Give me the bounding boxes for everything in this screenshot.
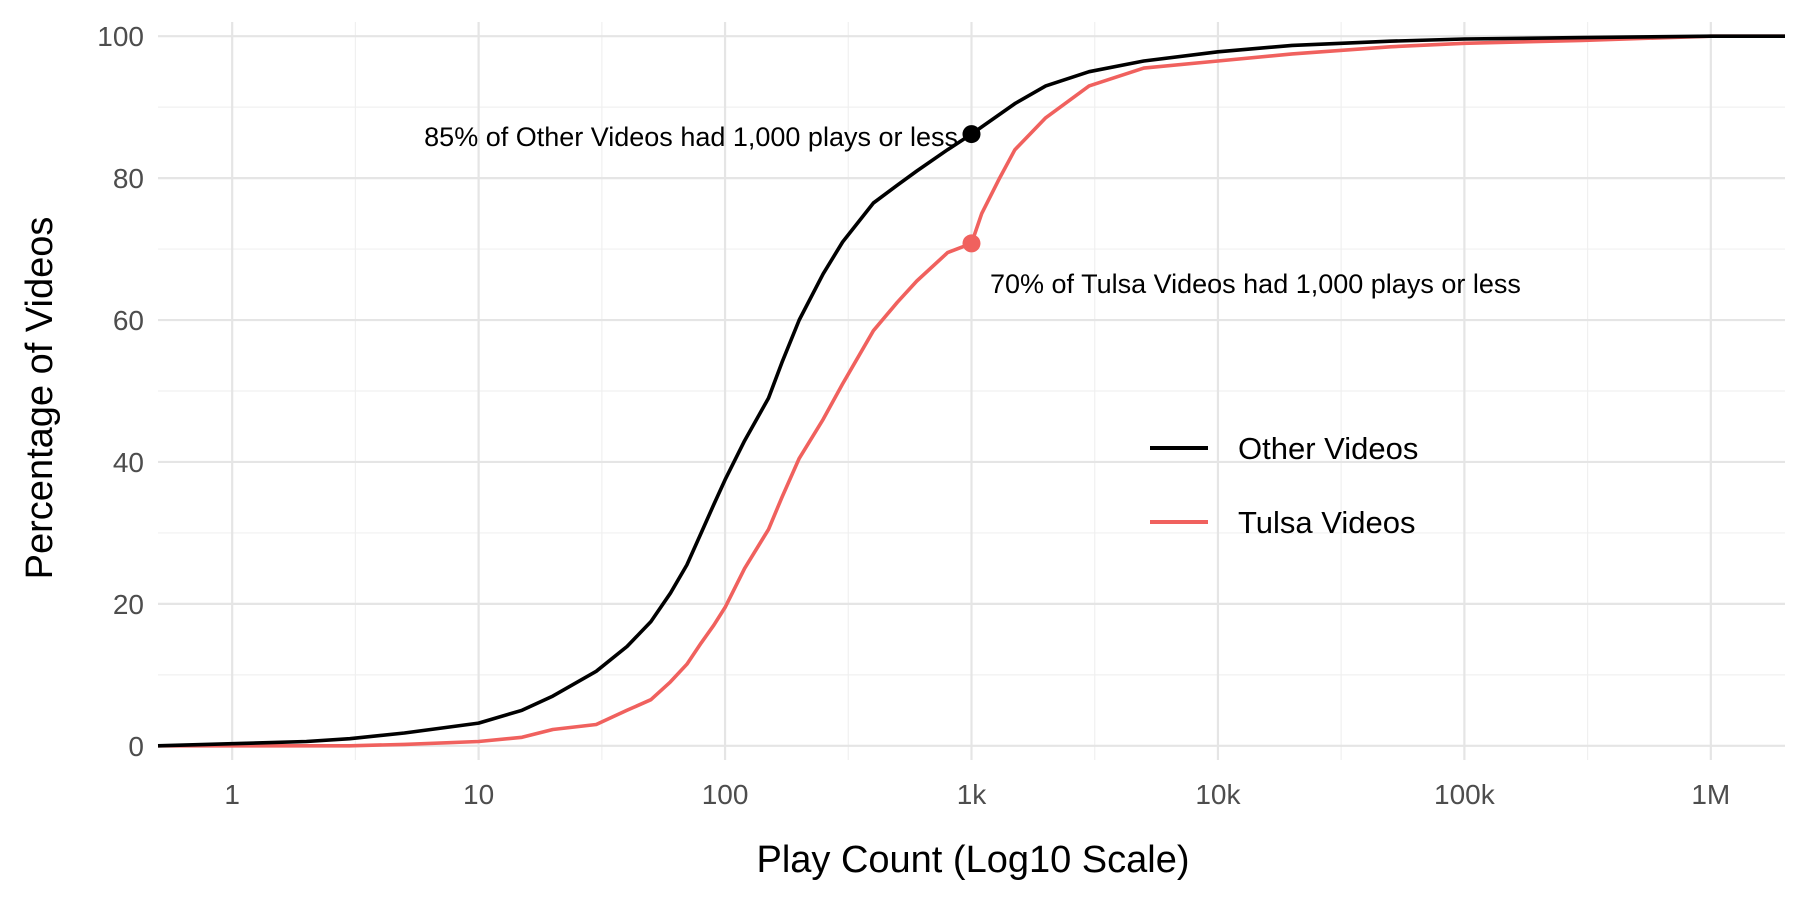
highlight-point-other-videos: [962, 125, 981, 144]
series-line-tulsa-videos: [158, 34, 1785, 748]
series-lines: [157, 34, 1785, 748]
y-tick-label: 40: [113, 447, 144, 478]
x-tick-label: 10: [463, 779, 494, 810]
annotation-tulsa-videos: 70% of Tulsa Videos had 1,000 plays or l…: [990, 269, 1521, 299]
series-line-other-videos: [157, 34, 1785, 748]
x-tick-label: 1: [224, 779, 240, 810]
x-tick-label: 100k: [1434, 779, 1496, 810]
y-axis-title: Percentage of Videos: [19, 217, 61, 580]
x-tick-label: 1M: [1691, 779, 1730, 810]
y-tick-label: 60: [113, 305, 144, 336]
legend: Other Videos Tulsa Videos: [1150, 431, 1418, 540]
highlight-points: [962, 125, 981, 253]
x-tick-label: 10k: [1195, 779, 1241, 810]
y-tick-label: 20: [113, 589, 144, 620]
y-tick-label: 80: [113, 163, 144, 194]
x-tick-label: 100: [702, 779, 749, 810]
highlight-point-tulsa-videos: [962, 234, 981, 253]
y-tick-label: 0: [128, 731, 144, 762]
annotation-other-videos: 85% of Other Videos had 1,000 plays or l…: [424, 122, 958, 152]
tick-labels: 0 20 40 60 80 100 1 10 100 1k 10k 100k 1M: [97, 21, 1730, 810]
legend-label-tulsa-videos: Tulsa Videos: [1238, 505, 1416, 540]
grid: [158, 22, 1785, 760]
y-tick-label: 100: [97, 21, 144, 52]
x-tick-label: 1k: [957, 779, 988, 810]
x-axis-title: Play Count (Log10 Scale): [756, 839, 1189, 881]
legend-label-other-videos: Other Videos: [1238, 431, 1418, 466]
